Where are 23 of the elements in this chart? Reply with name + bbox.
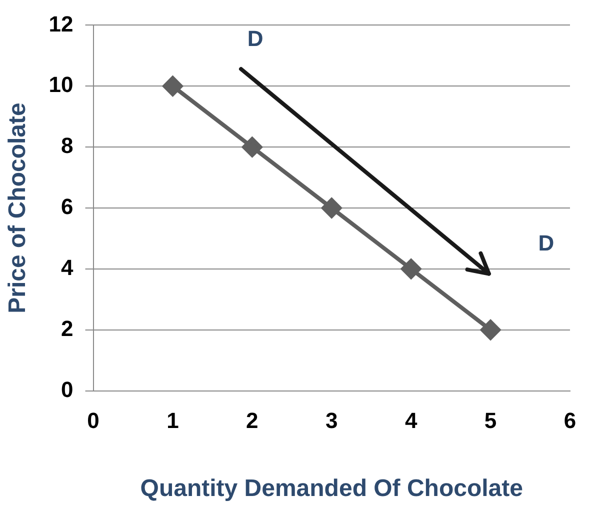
x-axis-title: Quantity Demanded Of Chocolate xyxy=(140,475,523,502)
x-tick-label: 1 xyxy=(166,408,179,434)
y-tick-label: 12 xyxy=(48,11,74,36)
point xyxy=(480,320,501,340)
x-tick-label: 4 xyxy=(404,408,418,434)
y-tick-label: 10 xyxy=(48,72,74,98)
x-tick-label: 2 xyxy=(246,408,258,434)
y-axis-title: Price of Chocolate xyxy=(4,102,32,314)
x-tick-label: 6 xyxy=(564,408,576,434)
y-tick-label: 8 xyxy=(61,133,74,158)
y-tick-label: 4 xyxy=(61,254,74,280)
x-tick-label: 3 xyxy=(326,408,338,434)
annotation: D xyxy=(538,230,554,256)
y-tick-label: 0 xyxy=(61,376,74,402)
x-tick-label: 0 xyxy=(87,408,100,434)
point xyxy=(162,76,183,96)
y-tick-label: 2 xyxy=(61,316,74,341)
annotation: D xyxy=(247,26,264,51)
point xyxy=(322,198,342,218)
y-tick-label: 6 xyxy=(61,194,74,220)
point xyxy=(401,258,422,279)
x-tick-label: 5 xyxy=(484,408,497,434)
point xyxy=(242,137,262,158)
